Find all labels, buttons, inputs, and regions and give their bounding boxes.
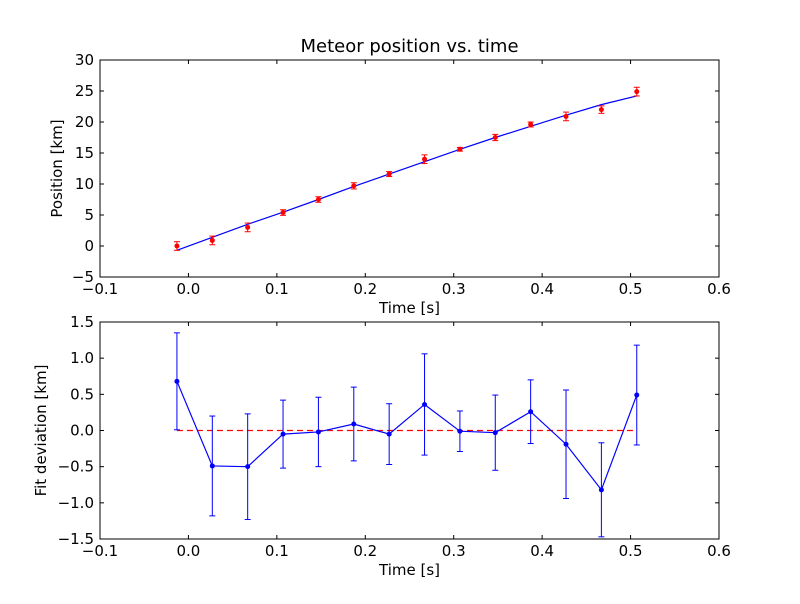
y-tick-label: 0.5	[70, 385, 94, 403]
x-tick-label: 0.3	[442, 280, 466, 298]
data-point	[386, 171, 392, 177]
x-axis-label: Time [s]	[378, 299, 440, 317]
data-point	[245, 224, 251, 230]
y-tick-label: 5	[84, 206, 94, 224]
data-point	[634, 392, 640, 398]
axes-frame	[99, 59, 720, 278]
x-tick-label: 0.3	[442, 542, 466, 560]
x-tick-label: 0.2	[353, 280, 377, 298]
chart-title: Meteor position vs. time	[300, 36, 518, 57]
data-point	[386, 431, 392, 437]
y-tick-label: 30	[75, 51, 94, 69]
x-tick-label: −0.1	[82, 542, 118, 560]
y-tick-label: 1.5	[70, 313, 94, 331]
data-point	[528, 409, 534, 415]
data-point	[351, 421, 357, 427]
data-point	[174, 243, 180, 249]
x-tick-label: 0.0	[176, 542, 200, 560]
x-tick-label: −0.1	[82, 280, 118, 298]
data-point	[351, 183, 357, 189]
data-point	[457, 428, 463, 434]
data-point	[422, 401, 428, 407]
x-tick-label: 0.6	[707, 542, 731, 560]
y-tick-label: 1.0	[70, 349, 94, 367]
y-axis-label: Position [km]	[48, 119, 66, 217]
x-tick-label: 0.6	[707, 280, 731, 298]
y-tick-label: −1.5	[58, 530, 94, 548]
data-point	[563, 441, 569, 447]
fit-line	[176, 95, 637, 251]
x-tick-label: 0.1	[265, 542, 289, 560]
deviation-series	[173, 332, 640, 538]
data-point	[422, 156, 428, 162]
data-point	[280, 210, 286, 216]
y-tick-label: 20	[75, 113, 94, 131]
deviation-line	[176, 381, 638, 492]
y-tick-label: 0.0	[70, 422, 94, 440]
data-point	[315, 429, 321, 435]
x-tick-label: 0.0	[176, 280, 200, 298]
x-tick-label: 0.2	[353, 542, 377, 560]
y-tick-label: −0.5	[58, 458, 94, 476]
data-point	[315, 197, 321, 202]
data-point	[280, 431, 286, 437]
y-tick-label: 0	[84, 237, 94, 255]
x-tick-label: 0.5	[619, 542, 643, 560]
y-tick-label: −5	[72, 268, 94, 286]
top-axes: −0.1 0.0 0.1 0.2 0.3 0.4 0.5 0.6 −5 0 5 10 15 20 25 30 T…	[48, 36, 731, 317]
y-axis-label: Fit deviation [km]	[32, 365, 50, 497]
y-tick-label: 15	[75, 144, 94, 162]
data-point	[457, 146, 463, 152]
data-point	[209, 237, 215, 243]
data-point	[492, 430, 498, 436]
y-tick-label: 10	[75, 175, 94, 193]
data-point	[563, 113, 569, 119]
data-point	[634, 89, 640, 95]
x-tick-label: 0.4	[530, 280, 554, 298]
data-point	[174, 378, 180, 384]
x-axis-label: Time [s]	[378, 561, 440, 579]
data-point	[245, 464, 251, 470]
y-tick-label: −1.0	[58, 494, 94, 512]
data-point	[598, 487, 604, 493]
y-tick-label: 25	[75, 82, 94, 100]
x-tick-label: 0.4	[530, 542, 554, 560]
data-point	[209, 463, 215, 469]
bottom-axes: −0.1 0.0 0.1 0.2 0.3 0.4 0.5 0.6 −1.5 −1.0 −0.5 0.0…	[32, 313, 731, 579]
data-point	[598, 107, 604, 113]
data-point	[528, 121, 534, 127]
x-tick-label: 0.1	[265, 280, 289, 298]
x-tick-label: 0.5	[619, 280, 643, 298]
data-point	[492, 135, 498, 140]
